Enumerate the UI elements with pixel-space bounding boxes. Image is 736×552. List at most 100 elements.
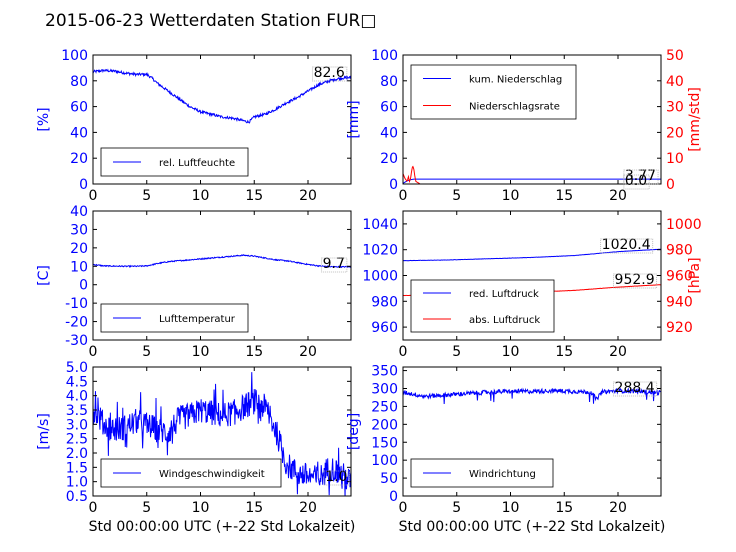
y-tick-label: 40: [70, 204, 88, 220]
y-right-tick-label: 980: [666, 243, 693, 259]
value-annotation: 82.6: [314, 65, 345, 81]
x-tick-label: 0: [89, 344, 98, 360]
value-annotation: 3.77: [625, 168, 656, 184]
legend: Windgeschwindigkeit: [100, 458, 282, 488]
plot-frame: [92, 366, 352, 497]
x-tick-label: 20: [299, 188, 317, 204]
y-tick-label: 1.5: [66, 460, 88, 476]
y-tick-label: 0: [79, 278, 88, 294]
x-tick-label: 10: [502, 188, 520, 204]
x-tick-label: 20: [299, 500, 317, 516]
value-annotation-box: [613, 381, 658, 397]
y-tick-label: 960: [371, 320, 398, 336]
y-right-tick-label: 0: [666, 177, 675, 193]
legend-label: kum. Niederschlag: [469, 75, 562, 86]
y-tick-label: 2.0: [66, 446, 88, 462]
value-annotation-box: [623, 174, 650, 190]
value-annotation-box: [600, 238, 654, 254]
x-tick-label: 5: [452, 500, 461, 516]
value-annotation: 1020.4: [602, 237, 651, 253]
y-tick-label: 300: [371, 382, 398, 398]
y-right-tick-label: 940: [666, 294, 693, 310]
y-tick-label: 150: [371, 435, 398, 451]
x-tick-label: 0: [399, 500, 408, 516]
legend-box: [410, 64, 577, 120]
y-tick-label: 250: [371, 399, 398, 415]
y-axis-label: [m/s]: [36, 413, 52, 450]
y-tick-label: 3.5: [66, 403, 88, 419]
x-tick-label: 15: [555, 344, 573, 360]
y-axis-label: [%]: [36, 107, 52, 131]
legend-box: [100, 147, 249, 177]
x-tick-label: 0: [89, 500, 98, 516]
y-right-tick-label: 40: [666, 74, 684, 90]
x-tick-label: 10: [192, 344, 210, 360]
y-right-tick-label: 960: [666, 269, 693, 285]
y-tick-label: 1020: [362, 243, 398, 259]
y-tick-label: -10: [65, 296, 88, 312]
y-axis-label: [deg]: [346, 413, 362, 450]
y-tick-label: 40: [380, 125, 398, 141]
x-axis-label: Std 00:00:00 UTC (+-22 Std Lokalzeit): [89, 519, 356, 535]
y-right-tick-label: 30: [666, 100, 684, 116]
legend-label: Niederschlagsrate: [469, 102, 560, 113]
series-line-precip-0: [403, 178, 661, 184]
series-line-windspeed-0: [93, 372, 351, 496]
y-tick-label: 20: [70, 151, 88, 167]
value-annotation: 9.7: [323, 256, 345, 272]
y-tick-label: 0: [79, 177, 88, 193]
x-tick-label: 10: [192, 500, 210, 516]
series-line-pressure-0: [403, 248, 661, 262]
y-tick-label: 20: [380, 151, 398, 167]
y-tick-label: 1040: [362, 217, 398, 233]
chart-windspeed: 0 5 10 15 200.51.01.52.02.53.03.54.04.55.0[m…: [36, 360, 355, 535]
y-tick-label: 60: [70, 100, 88, 116]
x-tick-label: 20: [609, 500, 627, 516]
y-tick-label: 0.5: [66, 489, 88, 505]
y-tick-label: 50: [380, 471, 398, 487]
x-tick-label: 20: [609, 188, 627, 204]
y-tick-label: 350: [371, 364, 398, 380]
legend: Windrichtung: [410, 458, 554, 488]
legend-label: Lufttemperatur: [159, 314, 236, 325]
legend-label: Windgeschwindigkeit: [159, 469, 265, 480]
value-annotation: 1.0: [325, 469, 347, 485]
x-axis-label: Std 00:00:00 UTC (+-22 Std Lokalzeit): [399, 519, 666, 535]
x-tick-label: 15: [245, 188, 263, 204]
y-tick-label: 1.0: [66, 475, 88, 491]
legend: red. Luftdruck abs. Luftdruck: [410, 279, 555, 333]
x-tick-label: 20: [299, 344, 317, 360]
y-tick-label: 80: [70, 74, 88, 90]
legend-label: Windrichtung: [469, 469, 536, 480]
y-tick-label: 40: [70, 125, 88, 141]
y-tick-label: 20: [70, 241, 88, 257]
value-annotation-box: [613, 273, 658, 289]
legend-box: [410, 279, 555, 333]
x-tick-label: 0: [89, 188, 98, 204]
x-tick-label: 5: [452, 188, 461, 204]
figure-title-glyph: □: [360, 11, 376, 31]
chart-humidity: 0 5 10 15 20 0 20 40 60 80 100 [%] rel. Luftfeuchte 8…: [36, 48, 352, 204]
plot-frame: [402, 54, 662, 185]
y-tick-label: 100: [371, 453, 398, 469]
y-axis-label: [C]: [36, 265, 52, 286]
x-tick-label: 20: [609, 344, 627, 360]
legend: kum. Niederschlag Niederschlagsrate: [410, 64, 577, 120]
x-tick-label: 15: [555, 188, 573, 204]
legend-label: abs. Luftdruck: [469, 315, 540, 326]
y-tick-label: 5.0: [66, 360, 88, 376]
y-tick-label: 1000: [362, 269, 398, 285]
y-tick-label: 4.5: [66, 374, 88, 390]
x-tick-label: 5: [452, 344, 461, 360]
y-tick-label: 0: [389, 489, 398, 505]
plot-frame: [402, 366, 662, 497]
x-tick-label: 10: [502, 344, 520, 360]
y-right-axis-label: [hPa]: [687, 257, 703, 293]
x-tick-label: 5: [142, 188, 151, 204]
y-right-tick-label: 50: [666, 48, 684, 64]
y-right-tick-label: 20: [666, 125, 684, 141]
value-annotation-box: [321, 257, 348, 273]
series-line-winddir-0: [403, 387, 661, 404]
